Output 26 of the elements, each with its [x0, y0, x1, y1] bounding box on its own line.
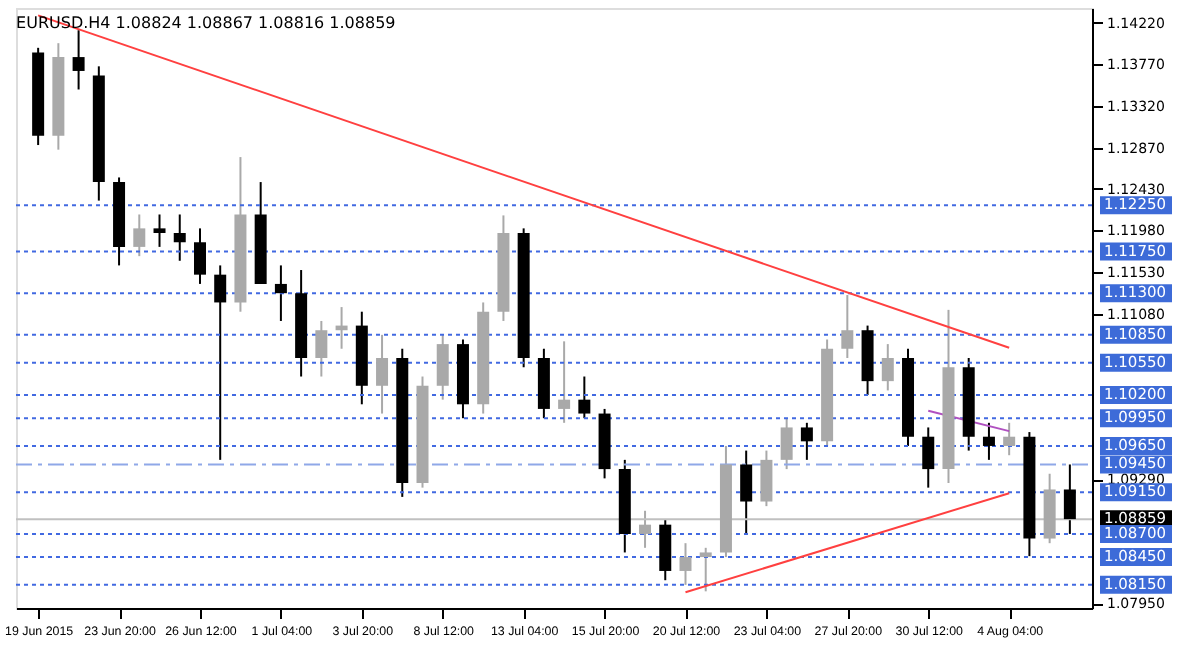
candlestick — [315, 319, 328, 378]
candlestick — [679, 542, 692, 586]
candlestick — [578, 375, 591, 420]
candlestick — [193, 227, 206, 285]
candlestick — [274, 264, 287, 322]
candlestick — [800, 421, 813, 461]
candlestick — [214, 264, 227, 461]
candlestick — [740, 449, 753, 535]
candlestick — [760, 449, 773, 508]
candlestick — [639, 509, 652, 549]
candlestick — [780, 417, 793, 471]
candlestick — [841, 294, 854, 359]
candlestick — [659, 519, 672, 582]
candlestick — [173, 213, 186, 262]
candlestick — [922, 426, 935, 489]
candlestick — [376, 333, 389, 415]
candlestick — [436, 333, 449, 401]
candlestick — [72, 29, 85, 91]
candlestick — [1063, 463, 1076, 535]
candlestick — [881, 343, 894, 392]
candlestick — [699, 546, 712, 593]
candlestick — [133, 213, 146, 258]
candlestick — [558, 340, 571, 424]
candlestick — [1003, 421, 1016, 457]
candlestick — [153, 213, 166, 248]
candlestick — [982, 421, 995, 461]
